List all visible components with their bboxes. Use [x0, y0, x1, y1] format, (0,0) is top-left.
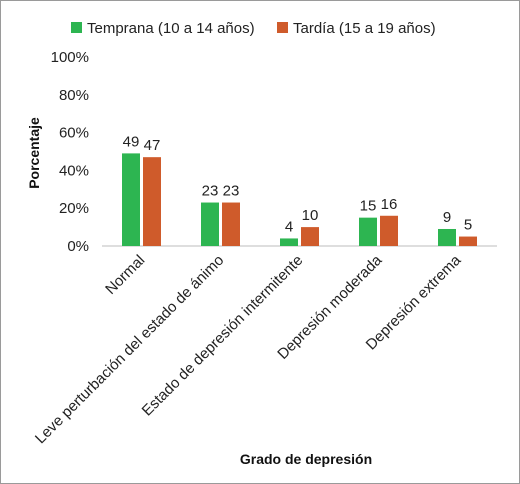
- legend-swatch-temprana: [71, 22, 82, 33]
- category-label: Normal: [102, 252, 148, 298]
- bar-tardia: [301, 227, 319, 246]
- data-labels: 49 47 23 23 4 10 15 16 9 5: [123, 133, 473, 235]
- bar-tardia: [222, 202, 240, 246]
- bar-tardia: [143, 157, 161, 246]
- legend-label-temprana: Temprana (10 a 14 años): [87, 20, 255, 37]
- y-axis-ticks: 0% 20% 40% 60% 80% 100%: [51, 49, 89, 255]
- x-axis-title: Grado de depresión: [240, 451, 372, 467]
- bars: [122, 153, 477, 246]
- bar-temprana: [359, 217, 377, 246]
- category-label: Estado de depresión intermitente: [139, 252, 307, 420]
- y-tick-label: 80%: [59, 87, 89, 104]
- legend-label-tardia: Tardía (15 a 19 años): [293, 20, 436, 37]
- data-label: 15: [360, 198, 377, 215]
- bar-temprana: [280, 238, 298, 246]
- data-label: 47: [144, 137, 161, 154]
- y-tick-label: 40%: [59, 162, 89, 179]
- bar-temprana: [122, 153, 140, 246]
- y-tick-label: 0%: [67, 238, 89, 255]
- legend-swatch-tardia: [277, 22, 288, 33]
- data-label: 23: [223, 183, 240, 200]
- data-label: 49: [123, 133, 140, 150]
- data-label: 16: [381, 196, 398, 213]
- bar-temprana: [201, 202, 219, 246]
- y-tick-label: 20%: [59, 200, 89, 217]
- y-tick-label: 60%: [59, 125, 89, 142]
- y-axis-title: Porcentaje: [26, 117, 42, 189]
- data-label: 10: [302, 207, 319, 224]
- legend: Temprana (10 a 14 años) Tardía (15 a 19 …: [71, 20, 436, 37]
- y-tick-label: 100%: [51, 49, 89, 66]
- bar-temprana: [438, 228, 456, 246]
- data-label: 4: [285, 218, 293, 235]
- data-label: 9: [443, 209, 451, 226]
- bar-tardia: [380, 215, 398, 246]
- data-label: 23: [202, 183, 219, 200]
- data-label: 5: [464, 217, 472, 234]
- bar-tardia: [459, 236, 477, 246]
